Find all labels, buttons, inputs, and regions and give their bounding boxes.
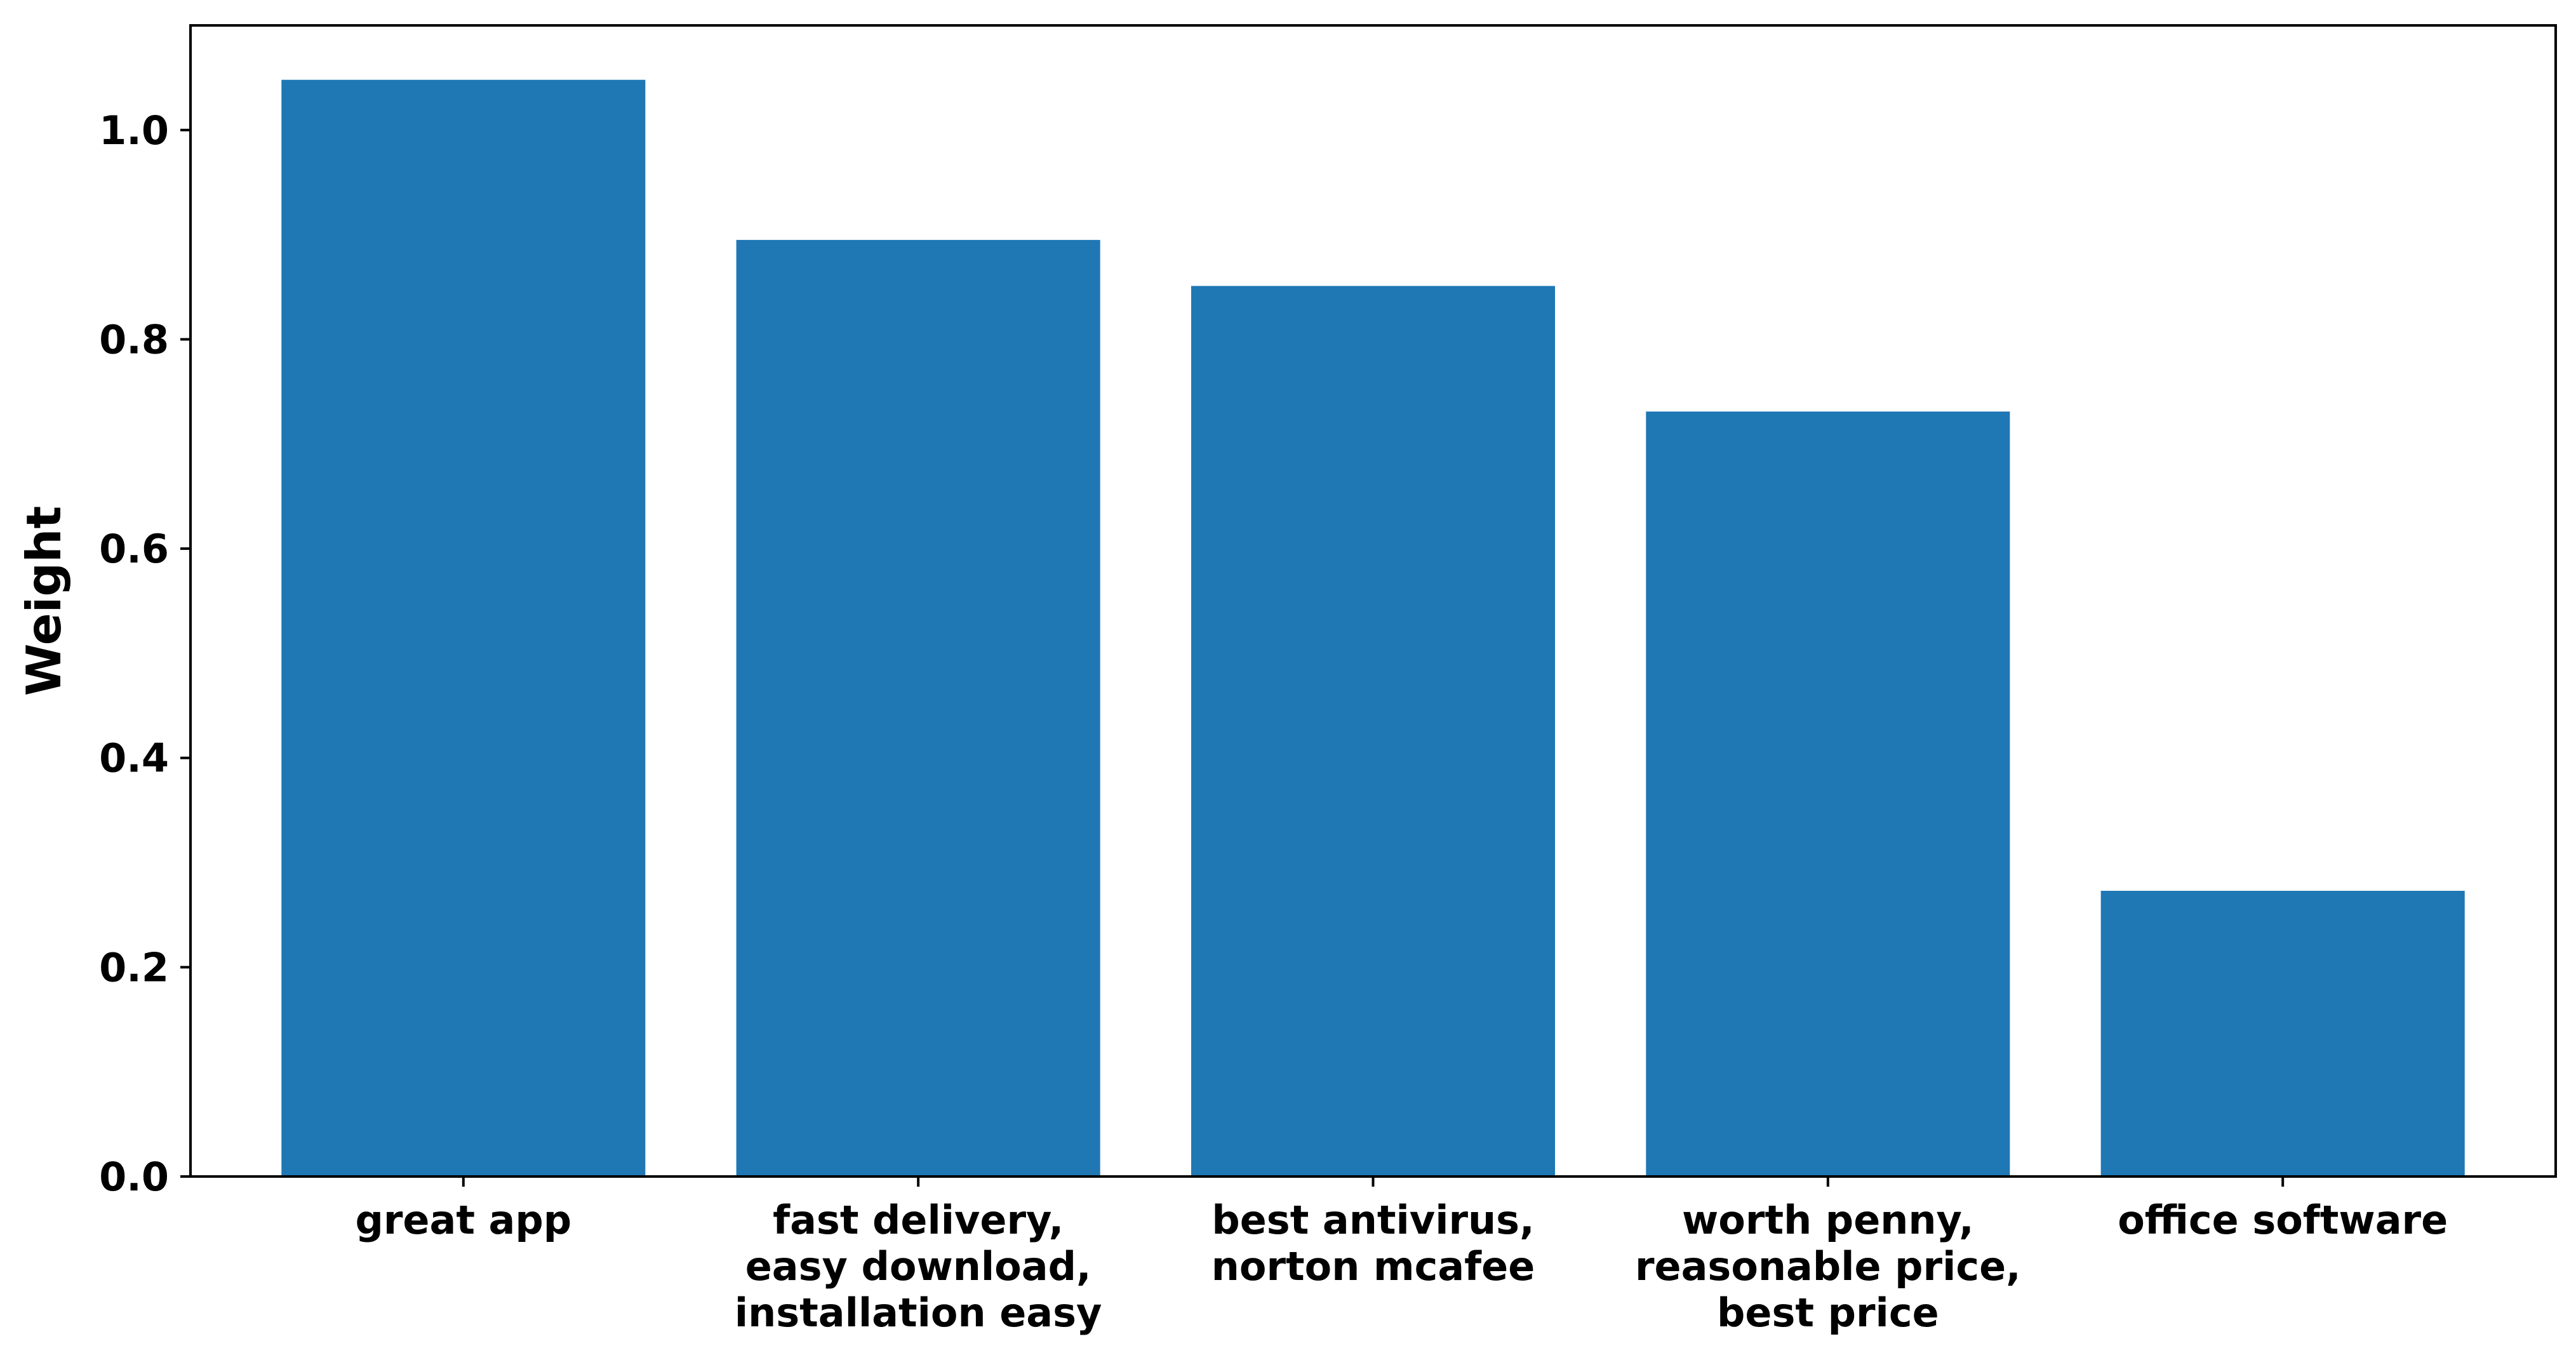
x-tick-label-line: best antivirus, bbox=[1211, 1197, 1534, 1243]
x-tick-label-line: worth penny, bbox=[1682, 1197, 1974, 1243]
y-tick-label-5: 1.0 bbox=[99, 107, 169, 154]
x-tick-label-line: reasonable price, bbox=[1635, 1243, 2021, 1290]
x-tick-label-line: easy download, bbox=[745, 1243, 1091, 1290]
bar-3 bbox=[1191, 286, 1555, 1177]
x-tick-label-line: installation easy bbox=[735, 1290, 1102, 1336]
x-tick-label-line: great app bbox=[355, 1197, 571, 1243]
x-tick-label-line: office software bbox=[2118, 1197, 2448, 1243]
x-tick-label-line: fast delivery, bbox=[773, 1197, 1064, 1243]
y-tick-label-3: 0.6 bbox=[99, 526, 169, 572]
x-tick-label-2: fast delivery, easy download, installation… bbox=[735, 1197, 1102, 1336]
x-tick-label-line: best price bbox=[1717, 1290, 1939, 1336]
x-tick-label-4: worth penny, reasonable price, best price bbox=[1635, 1197, 2021, 1336]
x-tick-label-line: norton mcafee bbox=[1211, 1243, 1535, 1290]
y-tick-label-1: 0.2 bbox=[99, 944, 169, 990]
bar-4 bbox=[1646, 411, 2010, 1177]
bar-5 bbox=[2101, 891, 2465, 1177]
x-tick-label-5: office software bbox=[2118, 1197, 2448, 1243]
y-tick-label-2: 0.4 bbox=[99, 735, 169, 782]
bars-layer bbox=[281, 80, 2464, 1177]
y-axis: 0.0 0.2 0.4 0.6 0.8 1.0 bbox=[99, 107, 190, 1200]
x-axis: great app fast delivery, easy download, ins… bbox=[355, 1177, 2448, 1336]
bar-1 bbox=[281, 80, 645, 1177]
y-tick-label-0: 0.0 bbox=[99, 1154, 169, 1200]
y-axis-label: Weight bbox=[16, 506, 72, 697]
x-tick-label-1: great app bbox=[355, 1197, 571, 1243]
bar-2 bbox=[737, 240, 1100, 1177]
x-tick-label-3: best antivirus, norton mcafee bbox=[1211, 1197, 1535, 1290]
y-tick-label-4: 0.8 bbox=[99, 316, 169, 363]
